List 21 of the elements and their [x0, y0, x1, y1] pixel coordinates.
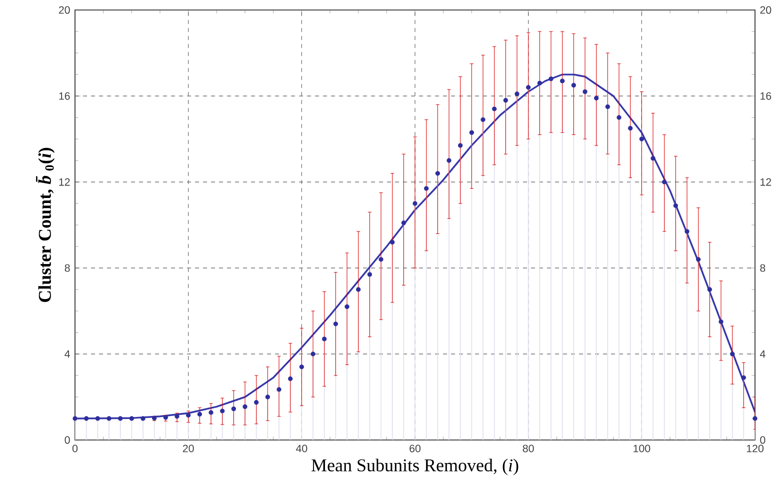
y2-tick-label: 20	[760, 6, 772, 14]
y2-tick-label: 8	[760, 264, 766, 272]
y2-tick-label: 4	[760, 350, 766, 358]
x-tick-label: 60	[410, 444, 421, 452]
x-tick-label: 20	[182, 444, 194, 452]
x-tick-label: 40	[296, 444, 308, 452]
x-tick-label: 120	[746, 444, 764, 452]
y2-tick-label: 12	[760, 178, 772, 186]
y2-tick-label: 0	[760, 436, 766, 444]
y-tick-label: 4	[64, 350, 70, 358]
x-tick-label: 80	[522, 444, 534, 452]
y-tick-label: 16	[59, 92, 70, 100]
y-axis-title: Cluster Count, b̄$_{0}$(i)	[36, 148, 55, 302]
x-axis-title: Mean Subunits Removed, (i)	[312, 458, 518, 476]
y-tick-label: 20	[58, 6, 70, 14]
y-tick-label: 8	[64, 264, 70, 272]
x-tick-label: 100	[634, 444, 650, 452]
x-tick-label: 0	[72, 444, 78, 452]
y2-tick-label: 16	[760, 92, 772, 100]
y-tick-label: 12	[59, 178, 70, 186]
y-tick-label: 0	[64, 436, 70, 444]
